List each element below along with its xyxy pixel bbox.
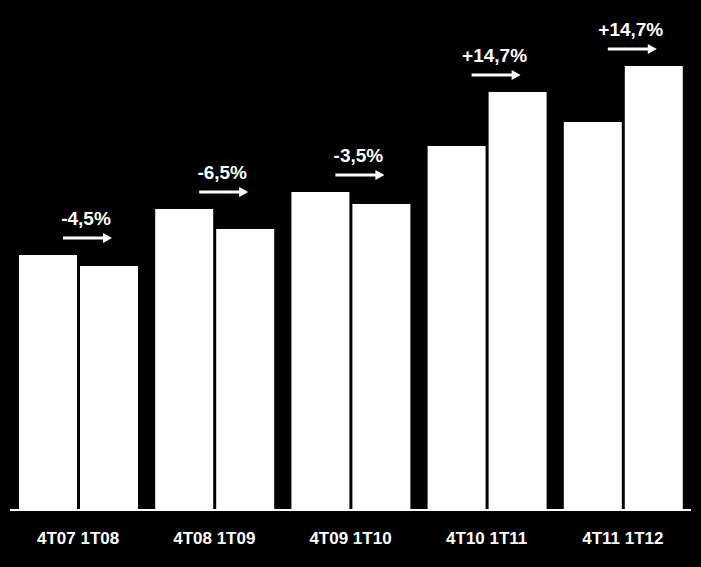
- svg-text:+14,7%: +14,7%: [462, 45, 527, 66]
- svg-text:-3,5%: -3,5%: [334, 145, 384, 166]
- svg-text:4T09 1T10: 4T09 1T10: [309, 529, 391, 548]
- svg-text:4T07 1T08: 4T07 1T08: [37, 529, 119, 548]
- svg-text:4T08 1T09: 4T08 1T09: [173, 529, 255, 548]
- svg-text:+14,7%: +14,7%: [598, 19, 663, 40]
- svg-text:4T11 1T12: 4T11 1T12: [582, 529, 663, 548]
- svg-text:-6,5%: -6,5%: [197, 162, 247, 183]
- svg-text:4T10 1T11: 4T10 1T11: [446, 529, 527, 548]
- svg-text:-4,5%: -4,5%: [61, 208, 111, 229]
